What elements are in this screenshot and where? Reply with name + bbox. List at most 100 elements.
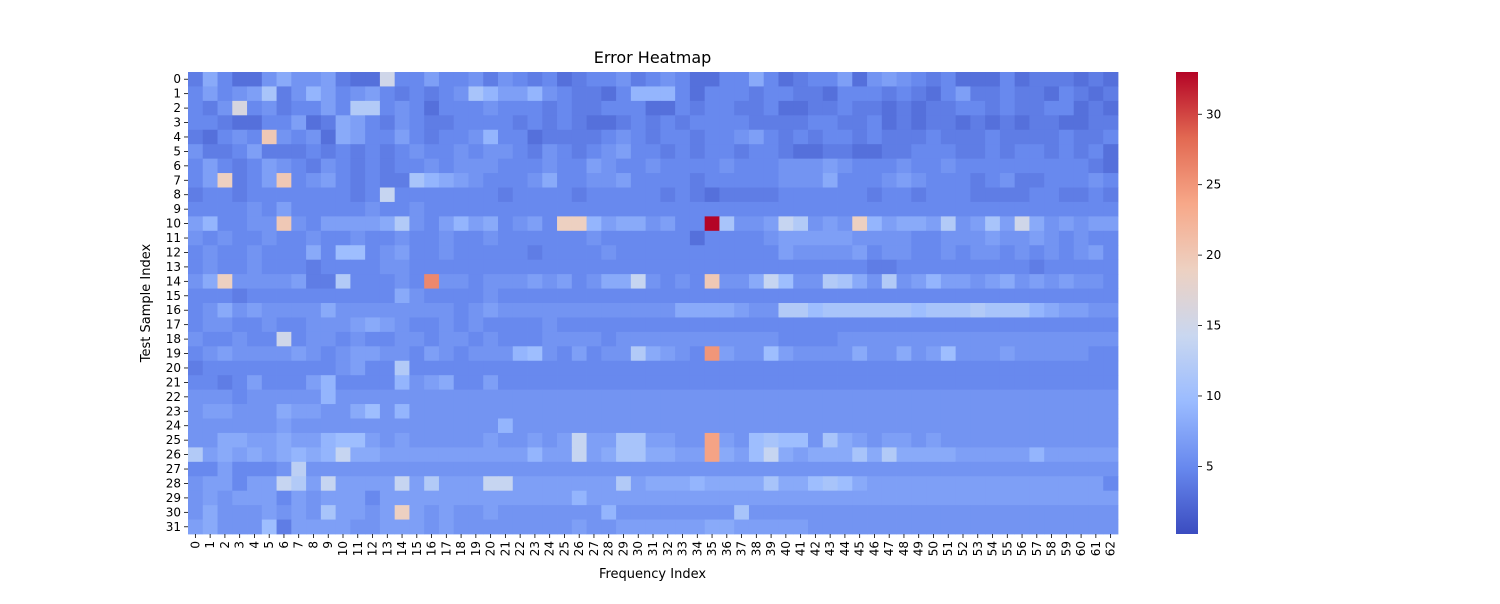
heatmap-cell	[468, 490, 484, 506]
heatmap-cell	[468, 100, 484, 116]
heatmap-cell	[645, 447, 661, 463]
heatmap-cell	[630, 303, 647, 318]
heatmap-cell	[483, 115, 499, 131]
heatmap-cell	[704, 360, 720, 376]
heatmap-cell	[438, 100, 455, 116]
heatmap-cell	[778, 317, 794, 333]
heatmap-cell	[512, 173, 528, 188]
heatmap-cell	[704, 404, 720, 419]
heatmap-cell	[881, 432, 897, 448]
heatmap-cell	[985, 115, 1001, 131]
heatmap-cell	[586, 505, 602, 520]
heatmap-cell	[586, 259, 602, 275]
heatmap-cell	[748, 317, 765, 333]
y-tick-label: 24	[166, 419, 181, 433]
heatmap-cell	[468, 317, 484, 333]
heatmap-cell	[985, 274, 1001, 289]
y-tick-label: 15	[166, 289, 181, 303]
heatmap-cell	[675, 173, 691, 188]
heatmap-cell	[1088, 274, 1104, 289]
heatmap-cell	[999, 389, 1016, 405]
heatmap-cell	[379, 274, 396, 289]
heatmap-cell	[763, 317, 779, 333]
heatmap-cell	[335, 100, 351, 116]
heatmap-cell	[217, 303, 233, 318]
heatmap-cell	[837, 187, 853, 203]
heatmap-cell	[970, 158, 986, 174]
heatmap-cell	[1044, 187, 1060, 203]
heatmap-cell	[852, 404, 868, 419]
heatmap-cell	[291, 519, 307, 535]
heatmap-cell	[527, 173, 543, 188]
heatmap-cell	[660, 129, 676, 145]
heatmap-cell	[616, 173, 632, 188]
heatmap-cell	[379, 259, 396, 275]
heatmap-cell	[512, 490, 528, 506]
heatmap-cell	[512, 418, 528, 434]
heatmap-cell	[247, 432, 263, 448]
heatmap-cell	[1029, 158, 1045, 174]
heatmap-cell	[616, 274, 632, 289]
heatmap-cell	[926, 461, 942, 477]
heatmap-cell	[748, 288, 765, 304]
heatmap-cell	[261, 303, 277, 318]
heatmap-cell	[985, 216, 1001, 232]
heatmap-cell	[394, 418, 410, 434]
heatmap-cell	[217, 519, 233, 535]
heatmap-cell	[512, 389, 528, 405]
heatmap-cell	[985, 432, 1001, 448]
heatmap-cell	[793, 375, 809, 391]
heatmap-cell	[999, 187, 1016, 203]
heatmap-cell	[719, 432, 735, 448]
heatmap-cell	[778, 288, 794, 304]
heatmap-cell	[675, 201, 691, 217]
heatmap-cell	[704, 447, 720, 463]
heatmap-cell	[1073, 259, 1089, 275]
heatmap-cell	[808, 100, 824, 116]
heatmap-cell	[217, 476, 233, 492]
heatmap-cell	[940, 461, 957, 477]
heatmap-cell	[985, 447, 1001, 463]
heatmap-cell	[1103, 72, 1119, 87]
heatmap-cell	[394, 86, 410, 102]
heatmap-cell	[808, 144, 824, 160]
heatmap-cell	[808, 418, 824, 434]
heatmap-cell	[734, 447, 750, 463]
heatmap-cell	[955, 490, 971, 506]
heatmap-cell	[911, 476, 927, 492]
heatmap-cell	[926, 303, 942, 318]
heatmap-cell	[498, 245, 514, 261]
heatmap-cell	[453, 173, 469, 188]
heatmap-cell	[1088, 187, 1104, 203]
heatmap-cell	[527, 519, 543, 535]
heatmap-cell	[247, 129, 263, 145]
heatmap-cell	[704, 505, 720, 520]
heatmap-cell	[881, 519, 897, 535]
colorbar-tick-label: 5	[1206, 459, 1214, 473]
heatmap-cell	[940, 331, 957, 347]
heatmap-cell	[1088, 72, 1104, 87]
heatmap-cell	[202, 476, 218, 492]
heatmap-cell	[453, 158, 469, 174]
heatmap-cell	[276, 72, 292, 87]
heatmap-cell	[645, 505, 661, 520]
heatmap-cell	[1044, 216, 1060, 232]
heatmap-cell	[291, 173, 307, 188]
heatmap-cell	[438, 129, 455, 145]
heatmap-cell	[778, 173, 794, 188]
heatmap-cell	[1029, 505, 1045, 520]
heatmap-cell	[424, 100, 440, 116]
heatmap-cell	[778, 303, 794, 318]
heatmap-cell	[468, 404, 484, 419]
heatmap-cell	[335, 187, 351, 203]
heatmap-cell	[748, 461, 765, 477]
heatmap-cell	[734, 360, 750, 376]
heatmap-cell	[675, 216, 691, 232]
heatmap-cell	[955, 331, 971, 347]
heatmap-cell	[424, 245, 440, 261]
heatmap-cell	[394, 100, 410, 116]
heatmap-cell	[778, 331, 794, 347]
heatmap-cell	[542, 187, 558, 203]
heatmap-cell	[291, 375, 307, 391]
heatmap-cell	[586, 418, 602, 434]
